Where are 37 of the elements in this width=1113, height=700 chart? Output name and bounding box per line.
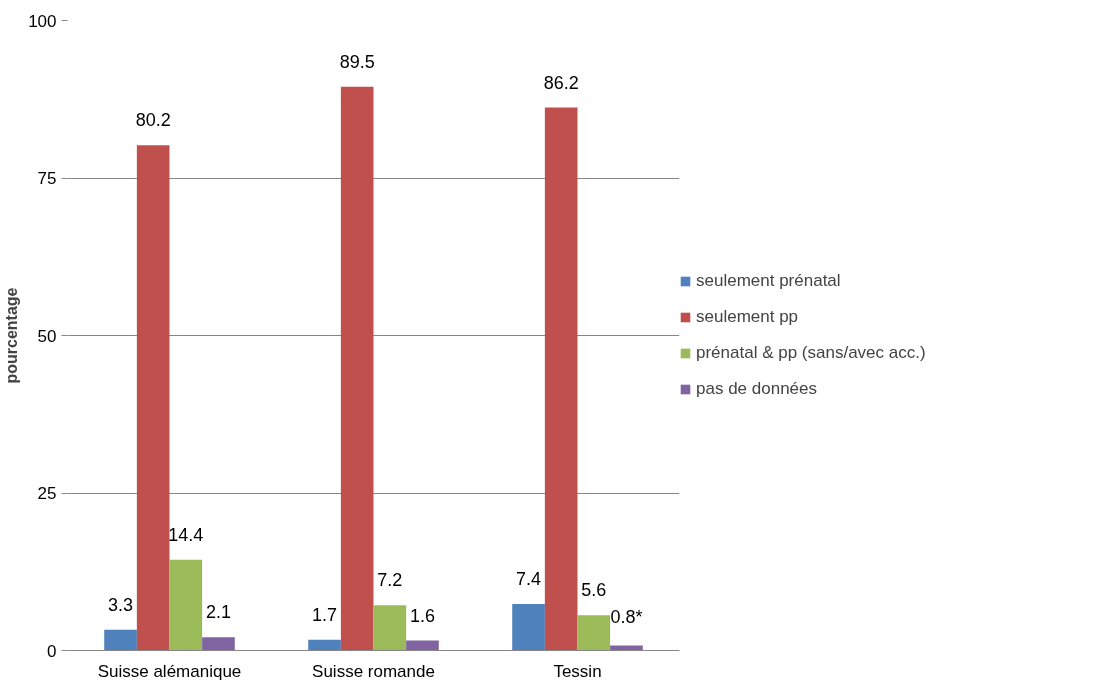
legend-label: seulement prénatal <box>696 271 841 291</box>
data-label: 14.4 <box>168 524 204 545</box>
y-axis-title: pourcentage <box>3 287 21 384</box>
bar <box>544 107 578 651</box>
data-label: 86.2 <box>543 72 579 93</box>
data-label: 7.4 <box>516 568 542 589</box>
data-label: 7.2 <box>377 570 403 591</box>
y-tick-label: 0 <box>47 641 57 661</box>
data-label: 80.2 <box>135 110 171 131</box>
y-tick-label: 25 <box>37 484 57 503</box>
data-label: 89.5 <box>339 51 375 72</box>
x-tick-label: Suisse romande <box>312 661 435 681</box>
data-label: 0.8* <box>610 606 643 627</box>
data-label: 5.6 <box>581 580 607 601</box>
bar <box>373 605 407 651</box>
data-label: 1.6 <box>409 605 435 626</box>
legend-label: pas de données <box>696 379 817 399</box>
bar <box>202 637 235 651</box>
x-tick-label: Suisse alémanique <box>97 661 242 681</box>
bar <box>577 615 611 651</box>
bar <box>169 559 203 651</box>
legend-label: prénatal & pp (sans/avec acc.) <box>696 343 926 363</box>
bar <box>136 145 170 651</box>
data-label: 1.7 <box>312 604 338 625</box>
bar <box>340 86 374 651</box>
data-label: 3.3 <box>108 594 134 615</box>
bar <box>308 639 341 651</box>
legend-label: seulement pp <box>696 307 799 327</box>
y-tick-label: 50 <box>37 326 57 346</box>
data-label: 2.1 <box>205 602 231 623</box>
bar <box>610 645 643 651</box>
bar <box>104 629 137 651</box>
y-tick-label: 75 <box>37 169 57 188</box>
x-tick-label: Tessin <box>553 661 602 681</box>
bar <box>406 640 439 651</box>
y-tick-label: 100 <box>28 11 57 31</box>
bar <box>512 603 545 651</box>
